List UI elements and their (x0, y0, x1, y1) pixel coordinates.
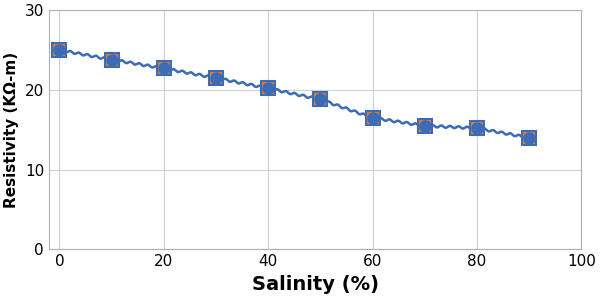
Y-axis label: Resistivity (KΩ-m): Resistivity (KΩ-m) (4, 52, 19, 208)
X-axis label: Salinity (%): Salinity (%) (251, 275, 379, 294)
